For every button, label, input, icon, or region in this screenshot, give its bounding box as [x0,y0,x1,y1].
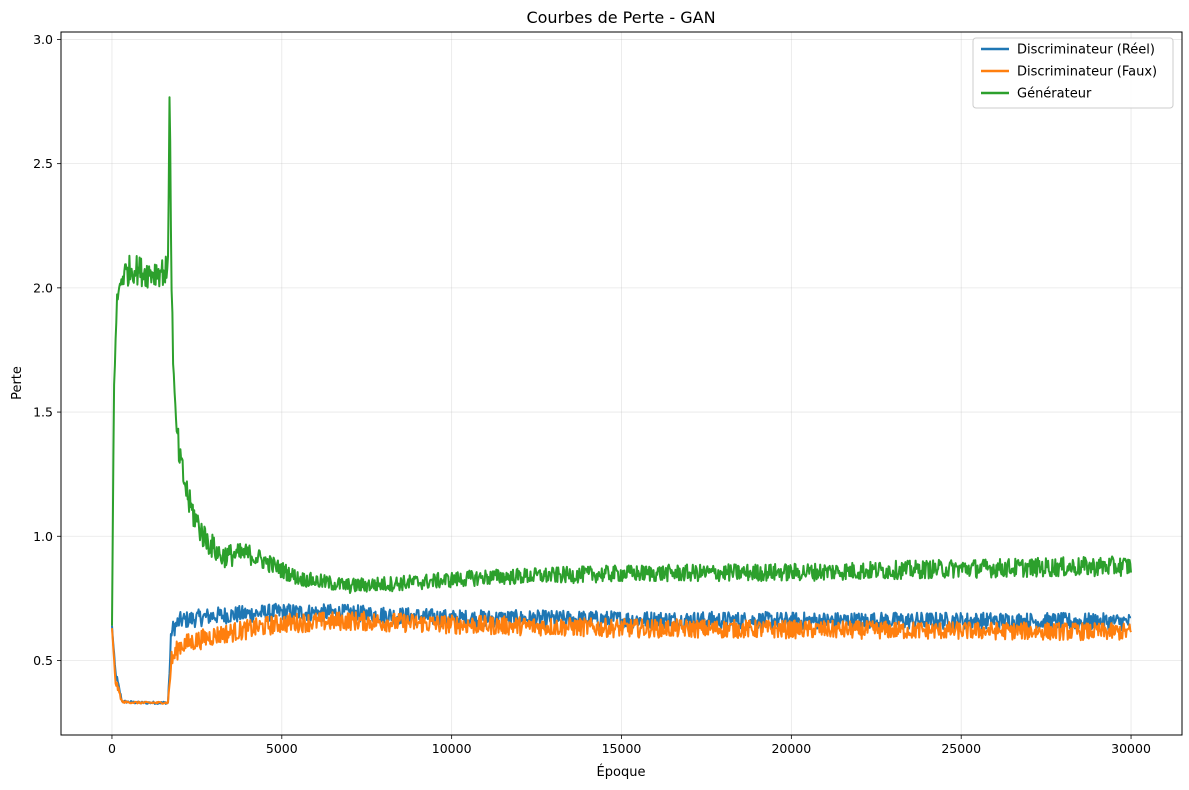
chart-title: Courbes de Perte - GAN [526,8,715,27]
y-tick-label: 1.0 [33,529,53,544]
legend-box [972,37,1174,109]
series-line-1 [111,610,1132,705]
x-axis-label: Époque [597,764,646,780]
legend-label: Générateur [1017,87,1092,102]
x-tick-label: 15000 [602,741,642,756]
x-tick-label: 10000 [432,741,472,756]
y-axis: 0.5 1.0 1.5 2.0 2.5 3.0 [33,32,61,668]
x-tick-label: 5000 [266,741,298,756]
x-tick-label: 0 [108,741,116,756]
y-axis-label: Perte [10,366,25,400]
series-line-2 [111,96,1132,626]
series-layer [111,96,1132,705]
y-tick-label: 1.5 [33,405,53,420]
y-tick-label: 0.5 [33,653,53,668]
x-axis: 0 5000 10000 15000 20000 25000 30000 [108,735,1151,756]
legend-label: Discriminateur (Faux) [1017,65,1157,80]
legend: Discriminateur (Réel) Discriminateur (Fau… [972,37,1174,109]
y-tick-label: 2.0 [33,280,53,295]
y-tick-label: 3.0 [33,32,53,47]
x-tick-label: 20000 [771,741,811,756]
legend-label: Discriminateur (Réel) [1017,43,1155,58]
x-tick-label: 25000 [941,741,981,756]
y-tick-label: 2.5 [33,156,53,171]
x-tick-label: 30000 [1111,741,1151,756]
